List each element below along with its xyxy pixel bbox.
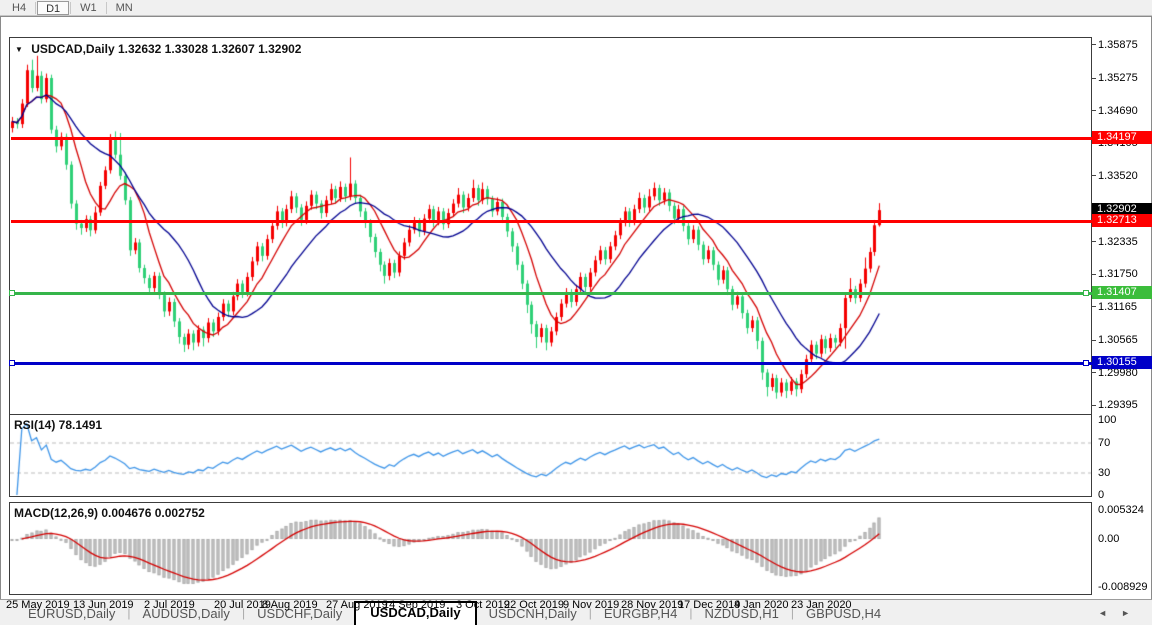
support-line-2[interactable] <box>11 361 1092 365</box>
timeframe-button-mn[interactable]: MN <box>115 1 133 14</box>
price-axis-label: 1.35875 <box>1098 38 1138 51</box>
support-line-1-handle[interactable] <box>1083 290 1089 297</box>
support-line-1[interactable] <box>11 292 1092 296</box>
resistance-line-1[interactable] <box>11 137 1092 141</box>
date-axis-label: 13 Jun 2019 <box>73 599 134 611</box>
rsi-axis-label: 30 <box>1098 466 1111 479</box>
support-line-1-handle[interactable] <box>9 290 15 297</box>
tab-separator: | <box>127 606 131 620</box>
tab-usdcad[interactable]: USDCAD,Daily <box>354 601 477 625</box>
price-axis-label: 1.30565 <box>1098 334 1138 347</box>
tab-separator: | <box>588 606 592 620</box>
price-axis-label: 1.33520 <box>1098 169 1138 182</box>
timeframe-toolbar: H4 D1 W1 MN <box>0 0 1152 16</box>
date-axis-label: 28 Nov 2019 <box>621 599 684 611</box>
price-axis-tick <box>1091 306 1096 307</box>
price-axis-label: 1.31165 <box>1098 300 1137 313</box>
price-axis-tick <box>1091 44 1096 45</box>
support-2-badge: 1.30155 <box>1092 355 1152 369</box>
tab-separator: | <box>689 606 693 620</box>
support-1-badge: 1.31407 <box>1092 286 1152 300</box>
symbol-tab-bar: EURUSD,Daily | AUDUSD,Daily | USDCHF,Daily US… <box>0 599 1152 625</box>
tab-separator: | <box>241 606 246 620</box>
macd-canvas[interactable] <box>10 503 1091 594</box>
date-axis-label: 23 Jan 2020 <box>791 599 852 611</box>
tab-audusd[interactable]: AUDUSD,Daily <box>142 606 230 621</box>
rsi-indicator-label: RSI(14) 78.1491 <box>14 418 103 432</box>
chart-title: ▼ USDCAD,Daily 1.32632 1.33028 1.32607 1… <box>15 42 301 56</box>
date-axis-label: 14 Sep 2019 <box>383 599 446 611</box>
current-price-badge: 1.32902 <box>1092 203 1152 217</box>
date-axis-label: 27 Aug 2019 <box>326 599 388 611</box>
toolbar-separator <box>70 1 72 14</box>
price-axis-label: 1.32335 <box>1098 235 1138 248</box>
date-axis-label: 8 Aug 2019 <box>262 599 318 611</box>
tab-eurusd[interactable]: EURUSD,Daily <box>28 606 116 621</box>
tab-scroll-arrows: ◄► <box>1098 608 1144 618</box>
tab-separator: | <box>790 606 794 620</box>
tabs-scroll-right-icon[interactable]: ► <box>1121 608 1144 618</box>
date-axis-label: 25 May 2019 <box>6 599 70 611</box>
rsi-axis-label: 70 <box>1098 436 1111 449</box>
date-axis-label: 4 Jan 2020 <box>734 599 789 611</box>
price-pane <box>9 37 1092 415</box>
macd-indicator-label: MACD(12,26,9) 0.004676 0.002752 <box>14 506 205 520</box>
resistance-line-2[interactable] <box>11 219 1092 223</box>
price-axis-tick <box>1091 78 1096 79</box>
resistance-2-badge: 1.32713 <box>1092 213 1152 227</box>
price-axis-tick <box>1091 340 1096 341</box>
tab-usdchf[interactable]: USDCHF,Daily <box>257 606 343 621</box>
price-axis-tick <box>1091 274 1096 275</box>
price-axis-tick <box>1091 110 1096 111</box>
chart-ohlc-values: 1.32632 1.33028 1.32607 1.32902 <box>117 42 302 56</box>
rsi-axis-label: 100 <box>1098 414 1117 426</box>
macd-axis-label: 0.00 <box>1098 533 1120 545</box>
resistance-1-badge: 1.34197 <box>1092 131 1152 145</box>
price-axis-label: 1.29980 <box>1098 366 1138 379</box>
timeframe-button-w1[interactable]: W1 <box>80 1 97 14</box>
toolbar-separator <box>35 1 37 14</box>
rsi-pane <box>9 414 1092 497</box>
price-axis-tick <box>1091 372 1096 373</box>
support-line-2-handle[interactable] <box>1083 359 1089 366</box>
price-chart-canvas[interactable] <box>10 38 1091 414</box>
timeframe-button-h4[interactable]: H4 <box>12 1 27 14</box>
price-axis-label: 1.35275 <box>1098 72 1138 85</box>
tabs-scroll-left-icon[interactable]: ◄ <box>1098 608 1122 618</box>
price-axis-label: 1.34690 <box>1098 104 1138 117</box>
macd-axis-label: 0.005324 <box>1098 504 1144 517</box>
date-axis-label: 9 Nov 2019 <box>563 599 620 611</box>
macd-axis-label: -0.008929 <box>1098 581 1148 594</box>
toolbar-separator <box>105 1 107 14</box>
tab-nzdusd[interactable]: NZDUSD,H1 <box>704 606 779 621</box>
price-axis-tick <box>1091 175 1096 176</box>
price-axis-tick <box>1091 241 1096 242</box>
price-axis-tick <box>1091 405 1096 406</box>
date-axis-label: 20 Jul 2019 <box>214 599 271 611</box>
rsi-canvas[interactable] <box>10 415 1091 496</box>
rsi-axis-label: 0 <box>1098 489 1105 501</box>
price-axis-label: 1.31750 <box>1098 268 1138 281</box>
tab-eurgbp[interactable]: EURGBP,H4 <box>603 606 678 621</box>
date-axis-label: 22 Oct 2019 <box>504 599 564 611</box>
tab-usdcnh[interactable]: USDCNH,Daily <box>488 606 577 621</box>
chart-symbol-label: USDCAD,Daily <box>31 42 115 56</box>
date-axis-label: 2 Jul 2019 <box>144 599 195 611</box>
date-axis-label: 3 Oct 2019 <box>456 599 510 611</box>
chart-window: ▼ USDCAD,Daily 1.32632 1.33028 1.32607 1… <box>0 16 1152 611</box>
timeframe-button-d1[interactable]: D1 <box>37 0 70 15</box>
price-axis-label: 1.29395 <box>1098 399 1138 412</box>
support-line-2-handle[interactable] <box>9 359 15 366</box>
chart-marker-triangle-icon[interactable]: ▼ <box>15 45 23 54</box>
macd-pane <box>9 502 1092 595</box>
tab-gbpusd[interactable]: GBPUSD,H4 <box>805 606 882 621</box>
date-axis-label: 17 Dec 2019 <box>678 599 741 611</box>
